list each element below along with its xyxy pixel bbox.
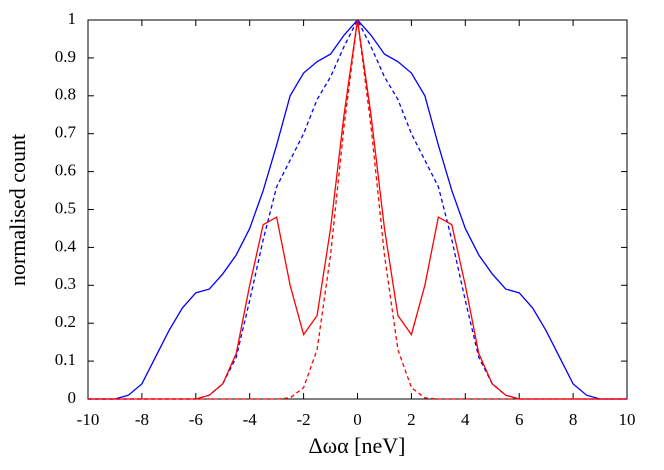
x-tick-label: 6 <box>515 410 524 429</box>
x-tick-label: 4 <box>461 410 470 429</box>
y-tick-label: 0.4 <box>55 236 77 255</box>
y-tick-label: 0.2 <box>55 312 76 331</box>
x-tick-label: 2 <box>407 410 416 429</box>
x-tick-label: -4 <box>243 410 258 429</box>
x-axis-label: Δωα [neV] <box>309 433 406 458</box>
x-tick-label: -10 <box>77 410 100 429</box>
plot-frame <box>87 19 628 400</box>
y-tick-label: 0.1 <box>55 350 76 369</box>
line-series <box>88 19 627 400</box>
x-tick-label: 8 <box>569 410 578 429</box>
y-tick-label: 0.3 <box>55 274 76 293</box>
x-tick-label: -8 <box>135 410 149 429</box>
x-tick-label: -6 <box>189 410 203 429</box>
x-tick-label: 10 <box>619 410 636 429</box>
y-axis-label: normalised count <box>5 134 30 286</box>
line-series <box>88 19 627 400</box>
y-tick-label: 1 <box>68 9 77 28</box>
y-tick-label: 0.8 <box>55 85 76 104</box>
x-tick-label: 0 <box>353 410 362 429</box>
line-series <box>88 19 627 400</box>
y-tick-label: 0.9 <box>55 47 76 66</box>
y-tick-label: 0.6 <box>55 161 76 180</box>
x-tick-label: -2 <box>297 410 311 429</box>
line-series <box>88 18 627 400</box>
y-tick-label: 0.5 <box>55 198 76 217</box>
y-tick-label: 0.7 <box>55 123 77 142</box>
y-tick-label: 0 <box>68 388 77 407</box>
